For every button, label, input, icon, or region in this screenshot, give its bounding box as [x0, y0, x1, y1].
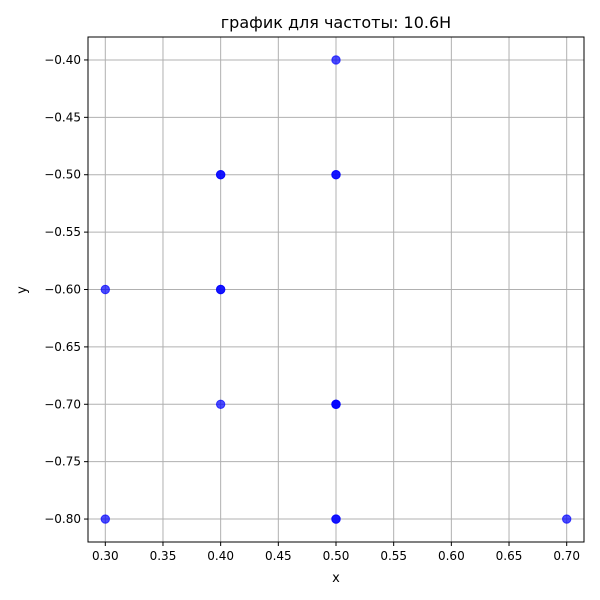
x-tick-label: 0.40: [207, 549, 234, 563]
data-point: [100, 514, 111, 524]
data-point: [331, 170, 341, 180]
x-tick-label: 0.45: [265, 549, 292, 563]
x-tick-label: 0.35: [150, 549, 177, 563]
data-points: [100, 55, 572, 524]
y-tick-label: −0.55: [44, 225, 81, 239]
data-point: [100, 284, 111, 295]
data-point: [331, 399, 341, 409]
x-tick-label: 0.70: [553, 549, 580, 563]
grid-lines: [88, 37, 584, 542]
x-tick-label: 0.30: [92, 549, 119, 563]
y-tick-label: −0.40: [44, 53, 81, 67]
data-point: [215, 399, 226, 409]
x-tick-label: 0.65: [496, 549, 523, 563]
y-tick-label: −0.50: [44, 168, 81, 182]
y-tick-label: −0.60: [44, 283, 81, 297]
y-tick-label: −0.45: [44, 110, 81, 124]
data-point: [215, 170, 226, 180]
x-tick-label: 0.50: [323, 549, 350, 563]
axis-ticks: 0.30 0.35 0.40 0.45 0.50 0.55 0.60 0.65 0.70 −0.4…: [44, 53, 580, 563]
y-axis-label: y: [15, 286, 30, 294]
chart-title: график для частоты: 10.6Н: [221, 13, 451, 32]
y-tick-label: −0.65: [44, 340, 81, 354]
x-tick-label: 0.60: [438, 549, 465, 563]
y-tick-label: −0.70: [44, 397, 81, 411]
data-point: [331, 55, 341, 65]
y-tick-label: −0.75: [44, 455, 81, 469]
y-tick-label: −0.80: [44, 512, 81, 526]
x-axis-label: x: [332, 571, 340, 586]
data-point: [331, 514, 341, 524]
x-tick-label: 0.55: [380, 549, 407, 563]
data-point: [215, 284, 226, 295]
data-point: [561, 514, 572, 524]
